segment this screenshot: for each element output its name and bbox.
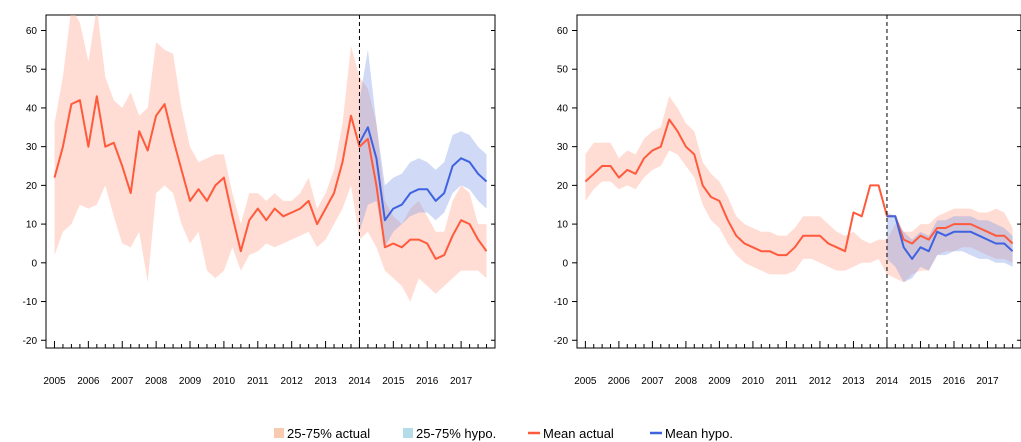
band-actual bbox=[54, 15, 487, 302]
x-tick-label: 2007 bbox=[111, 376, 134, 387]
y-tick-label: 20 bbox=[26, 181, 38, 192]
legend-item: Mean actual bbox=[528, 426, 614, 441]
x-tick-label: 2008 bbox=[145, 376, 168, 387]
x-tick-label: 2011 bbox=[776, 376, 798, 387]
y-tick-label: 20 bbox=[557, 181, 569, 192]
y-tick-label: 40 bbox=[26, 103, 38, 114]
y-tick-label: 10 bbox=[557, 220, 569, 231]
legend-label: Mean hypo. bbox=[665, 426, 733, 441]
y-tick-label: -10 bbox=[554, 297, 569, 308]
x-tick-label: 2013 bbox=[314, 376, 337, 387]
x-tick-label: 2016 bbox=[943, 376, 966, 387]
legend-item: 25-75% actual bbox=[274, 426, 370, 441]
x-tick-label: 2017 bbox=[450, 376, 473, 387]
y-tick-label: -10 bbox=[23, 297, 38, 308]
legend-item: Mean hypo. bbox=[650, 426, 733, 441]
y-tick-label: 10 bbox=[26, 220, 38, 231]
y-tick-label: 60 bbox=[26, 26, 38, 37]
x-tick-label: 2012 bbox=[281, 376, 304, 387]
legend-label: 25-75% hypo. bbox=[416, 426, 496, 441]
legend: 25-75% actual 25-75% hypo. Mean actual Mean… bbox=[274, 426, 733, 441]
line-mean-hypo bbox=[887, 215, 1014, 260]
x-tick-label: 2007 bbox=[641, 376, 664, 387]
x-tick-label: 2010 bbox=[742, 376, 765, 387]
band-actual bbox=[585, 96, 1013, 283]
x-tick-label: 2009 bbox=[179, 376, 202, 387]
y-tick-label: 0 bbox=[562, 258, 568, 269]
legend-swatch bbox=[403, 428, 413, 438]
y-tick-label: -20 bbox=[23, 336, 38, 347]
band-hypo bbox=[359, 49, 487, 248]
x-tick-label: 2008 bbox=[675, 376, 698, 387]
x-tick-label: 2017 bbox=[976, 376, 999, 387]
y-tick-label: 30 bbox=[557, 142, 569, 153]
y-tick-label: 0 bbox=[31, 258, 37, 269]
y-tick-label: 50 bbox=[557, 65, 569, 76]
y-tick-label: 60 bbox=[557, 26, 569, 37]
x-tick-label: 2005 bbox=[43, 376, 66, 387]
x-tick-label: 2005 bbox=[574, 376, 597, 387]
x-tick-label: 2011 bbox=[247, 376, 269, 387]
x-tick-label: 2015 bbox=[909, 376, 932, 387]
y-tick-label: 40 bbox=[557, 103, 569, 114]
x-tick-label: 2015 bbox=[382, 376, 405, 387]
x-tick-label: 2014 bbox=[348, 376, 371, 387]
x-tick-label: 2013 bbox=[842, 376, 865, 387]
x-tick-label: 2012 bbox=[809, 376, 832, 387]
line-mean-hypo bbox=[358, 126, 488, 222]
x-tick-label: 2016 bbox=[416, 376, 439, 387]
legend-item: 25-75% hypo. bbox=[403, 426, 496, 441]
y-tick-label: -20 bbox=[554, 336, 569, 347]
x-tick-label: 2009 bbox=[708, 376, 731, 387]
y-tick-label: 30 bbox=[26, 142, 38, 153]
legend-label: Mean actual bbox=[543, 426, 614, 441]
x-tick-label: 2010 bbox=[213, 376, 236, 387]
line-mean-actual bbox=[53, 95, 488, 260]
legend-label: 25-75% actual bbox=[287, 426, 370, 441]
line-mean-actual bbox=[584, 118, 1014, 257]
legend-swatch bbox=[274, 428, 284, 438]
y-tick-label: 50 bbox=[26, 65, 38, 76]
x-tick-label: 2006 bbox=[77, 376, 100, 387]
x-tick-label: 2006 bbox=[608, 376, 631, 387]
plot-frame bbox=[45, 14, 496, 349]
plot-frame bbox=[576, 14, 1021, 349]
x-tick-label: 2014 bbox=[876, 376, 899, 387]
